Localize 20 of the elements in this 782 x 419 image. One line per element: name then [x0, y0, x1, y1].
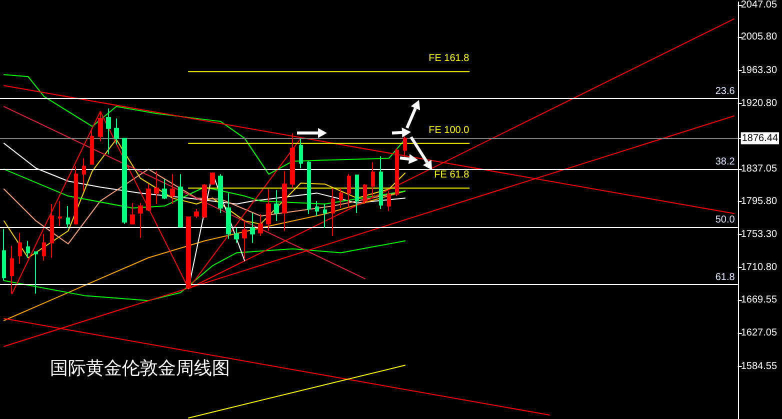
annotation: 50.0 [715, 214, 736, 226]
y-tick-label: 1627.05 [740, 328, 778, 339]
annotation: 61.8 [715, 272, 736, 284]
y-tick-label: 1710.80 [740, 262, 778, 274]
annotation: 23.6 [715, 86, 736, 98]
y-tick-label: 1837.05 [740, 164, 778, 175]
series-label: FE 61.8 [434, 170, 470, 181]
y-tick-label: 1795.80 [740, 196, 778, 207]
y-tick-label: 1669.55 [740, 294, 778, 306]
y-tick-label: 2005.80 [740, 32, 778, 43]
series-label: FE 100.0 [428, 124, 470, 136]
series-label: FE 161.8 [428, 53, 470, 64]
y-tick-label: 1584.55 [740, 360, 778, 372]
y-tick-label: 1876.44 [742, 132, 778, 144]
y-tick-label: 2047.05 [740, 0, 778, 10]
text: 国际黄金伦敦金周线图 [50, 358, 230, 378]
y-tick-label: 1920.80 [740, 98, 778, 110]
y-tick-label: 1963.30 [740, 64, 778, 76]
y-tick-label: 1753.30 [740, 228, 778, 240]
annotation: 38.2 [715, 156, 736, 168]
